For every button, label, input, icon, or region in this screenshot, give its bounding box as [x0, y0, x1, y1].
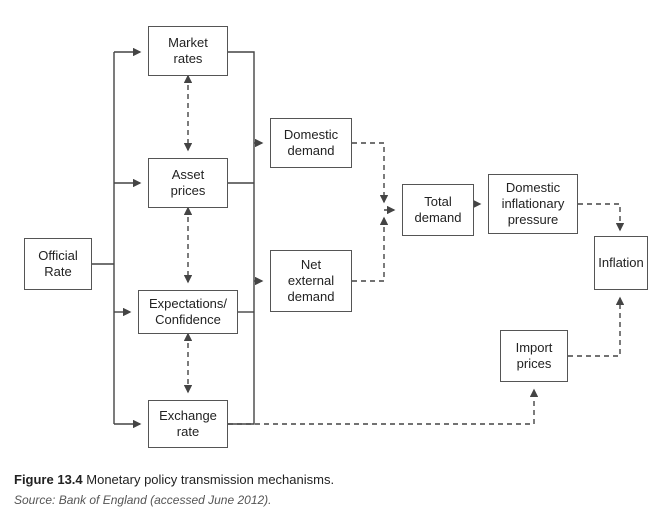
edge-netext_to_total [352, 218, 384, 281]
edges-layer [14, 18, 648, 458]
edge-press_to_inflation [578, 204, 620, 230]
edge-dom_to_total [352, 143, 384, 202]
node-import-prices: Importprices [500, 330, 568, 382]
source-text: : Bank of England (accessed June 2012). [52, 493, 271, 507]
figure-caption-text: Monetary policy transmission mechanisms. [86, 472, 334, 487]
node-exchange-rate: Exchangerate [148, 400, 228, 448]
node-official-rate: OfficialRate [24, 238, 92, 290]
source-label: Source [14, 493, 52, 507]
figure-source: Source: Bank of England (accessed June 2… [14, 493, 648, 507]
node-expectations: Expectations/Confidence [138, 290, 238, 334]
edge-exchange_to_import [228, 390, 534, 424]
figure-number: Figure 13.4 [14, 472, 83, 487]
node-total-demand: Totaldemand [402, 184, 474, 236]
edge-import_to_inflation [568, 298, 620, 356]
node-domestic-demand: Domesticdemand [270, 118, 352, 168]
node-asset-prices: Assetprices [148, 158, 228, 208]
node-inflation: Inflation [594, 236, 648, 290]
node-market-rates: Marketrates [148, 26, 228, 76]
node-net-external: Netexternaldemand [270, 250, 352, 312]
edge-col2_hub_out [228, 52, 254, 424]
node-dom-infl-press: Domesticinflationarypressure [488, 174, 578, 234]
flowchart-diagram: OfficialRate Marketrates Assetprices Expect… [14, 18, 648, 458]
figure-caption: Figure 13.4 Monetary policy transmission… [14, 472, 648, 487]
